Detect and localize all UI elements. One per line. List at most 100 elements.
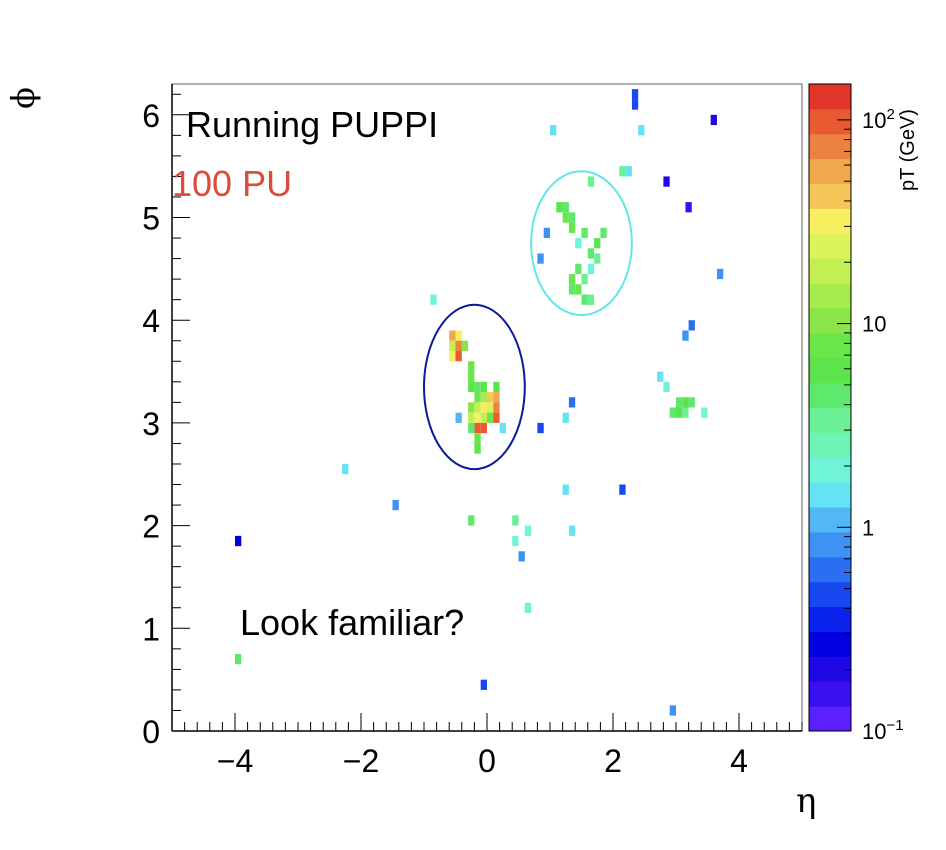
heatmap-cell [568, 222, 576, 233]
heatmap-cells [235, 89, 724, 716]
heatmap-cell [512, 535, 519, 547]
heatmap-cell [562, 412, 569, 423]
heatmap-cell [594, 253, 601, 264]
heatmap-cell [575, 263, 582, 274]
heatmap-cell [575, 284, 582, 295]
x-tick-label: −2 [343, 743, 379, 779]
heatmap-cell [235, 653, 242, 665]
color-scale-label: 1 [862, 515, 874, 540]
color-scale-swatch [809, 158, 851, 185]
heatmap-cell [550, 125, 557, 136]
color-scale-swatch [809, 631, 851, 657]
heatmap-cell [524, 525, 532, 536]
heatmap-cell [688, 397, 695, 408]
color-scale-swatch [809, 133, 851, 160]
x-axis-title: η [796, 781, 816, 821]
heatmap-cell [556, 202, 563, 213]
heatmap-cell [474, 443, 481, 454]
color-scale-swatch [809, 208, 851, 234]
heatmap-cell [537, 422, 544, 434]
heatmap-cell [587, 294, 595, 305]
heatmap-cell [468, 412, 475, 423]
color-scale-swatch [809, 432, 851, 458]
heatmap-cell [581, 273, 588, 285]
heatmap-cell [663, 176, 670, 187]
heatmap-cell [468, 515, 475, 526]
heatmap-cell [512, 515, 519, 526]
axes: −4 −2 0 2 4 0 1 2 3 4 5 6 [142, 83, 803, 779]
heatmap-cell [487, 402, 494, 413]
y-tick-label: 5 [142, 201, 160, 237]
y-axis-title: ϕ [4, 87, 42, 109]
heatmap-cell [587, 263, 595, 274]
heatmap-cell [688, 320, 695, 331]
heatmap-cell [480, 422, 487, 434]
heatmap-cell [568, 397, 576, 408]
heatmap-cell [568, 284, 576, 295]
heatmap-cell [342, 463, 349, 475]
heatmap-cell [461, 340, 469, 352]
heatmap-cell [568, 273, 576, 285]
heatmap-cell [468, 371, 475, 382]
heatmap-cell [480, 402, 487, 413]
heatmap-cell [682, 407, 689, 418]
heatmap-cell [480, 679, 487, 690]
heatmap-cell [499, 422, 506, 434]
jet-circle [530, 170, 633, 317]
heatmap-cell [468, 422, 475, 434]
heatmap-cell [631, 99, 639, 110]
color-scale-swatch [809, 507, 851, 533]
color-scale-swatch [809, 357, 851, 384]
heatmap-cell [455, 330, 462, 341]
color-scale-label: 10 [862, 312, 886, 337]
heatmap-cell [474, 412, 481, 423]
heatmap-cell [625, 166, 632, 177]
color-scale-swatch [809, 382, 851, 408]
color-scale-swatch [809, 233, 851, 259]
heatmap-cell [480, 392, 487, 403]
color-scale-swatch [809, 283, 851, 309]
heatmap-cell [468, 381, 475, 393]
heatmap-cell [682, 330, 689, 341]
heatmap-cell [474, 381, 481, 393]
color-scale-swatch [809, 556, 851, 583]
y-tick-label: 2 [142, 509, 160, 545]
heatmap-cell [449, 340, 456, 352]
heatmap-cell [575, 238, 582, 249]
color-scale-label: 102 [862, 106, 895, 133]
x-tick-label: 2 [604, 743, 622, 779]
color-scale-swatch [809, 581, 851, 608]
heatmap-cell [657, 371, 664, 382]
color-scale-swatch [809, 307, 851, 334]
color-scale-swatch [809, 84, 851, 110]
heatmap-cell [669, 705, 676, 716]
heatmap-cell [685, 202, 692, 213]
color-scale-swatch [809, 183, 851, 209]
color-scale-bar: 10−1 1 10 102 [808, 83, 904, 744]
annotation-text: Look familiar? [240, 602, 464, 643]
heatmap-cell [474, 392, 481, 403]
heatmap-cell [568, 212, 576, 223]
x-tick-label: 4 [730, 743, 748, 779]
heatmap-cell [474, 433, 481, 444]
heatmap-cell [455, 412, 462, 423]
heatmap-cell [449, 351, 456, 362]
color-scale-swatch [809, 681, 851, 707]
heatmap-cell [455, 340, 462, 352]
color-scale-frame [808, 83, 852, 732]
y-tick-label: 3 [142, 406, 160, 442]
heatmap-cell [581, 294, 588, 305]
chart-title: Running PUPPI [186, 104, 438, 145]
heatmap-cell [430, 294, 437, 305]
heatmap-cell [493, 402, 500, 413]
color-scale-swatch [809, 656, 851, 682]
heatmap-cell [619, 484, 626, 495]
heatmap-cell [562, 202, 569, 213]
y-tick-label: 0 [142, 714, 160, 750]
heatmap-cell [716, 268, 724, 280]
heatmap-cell [587, 248, 595, 259]
x-tick-label: 0 [478, 743, 496, 779]
heatmap-cell [537, 253, 544, 264]
heatmap-cell [562, 212, 569, 223]
